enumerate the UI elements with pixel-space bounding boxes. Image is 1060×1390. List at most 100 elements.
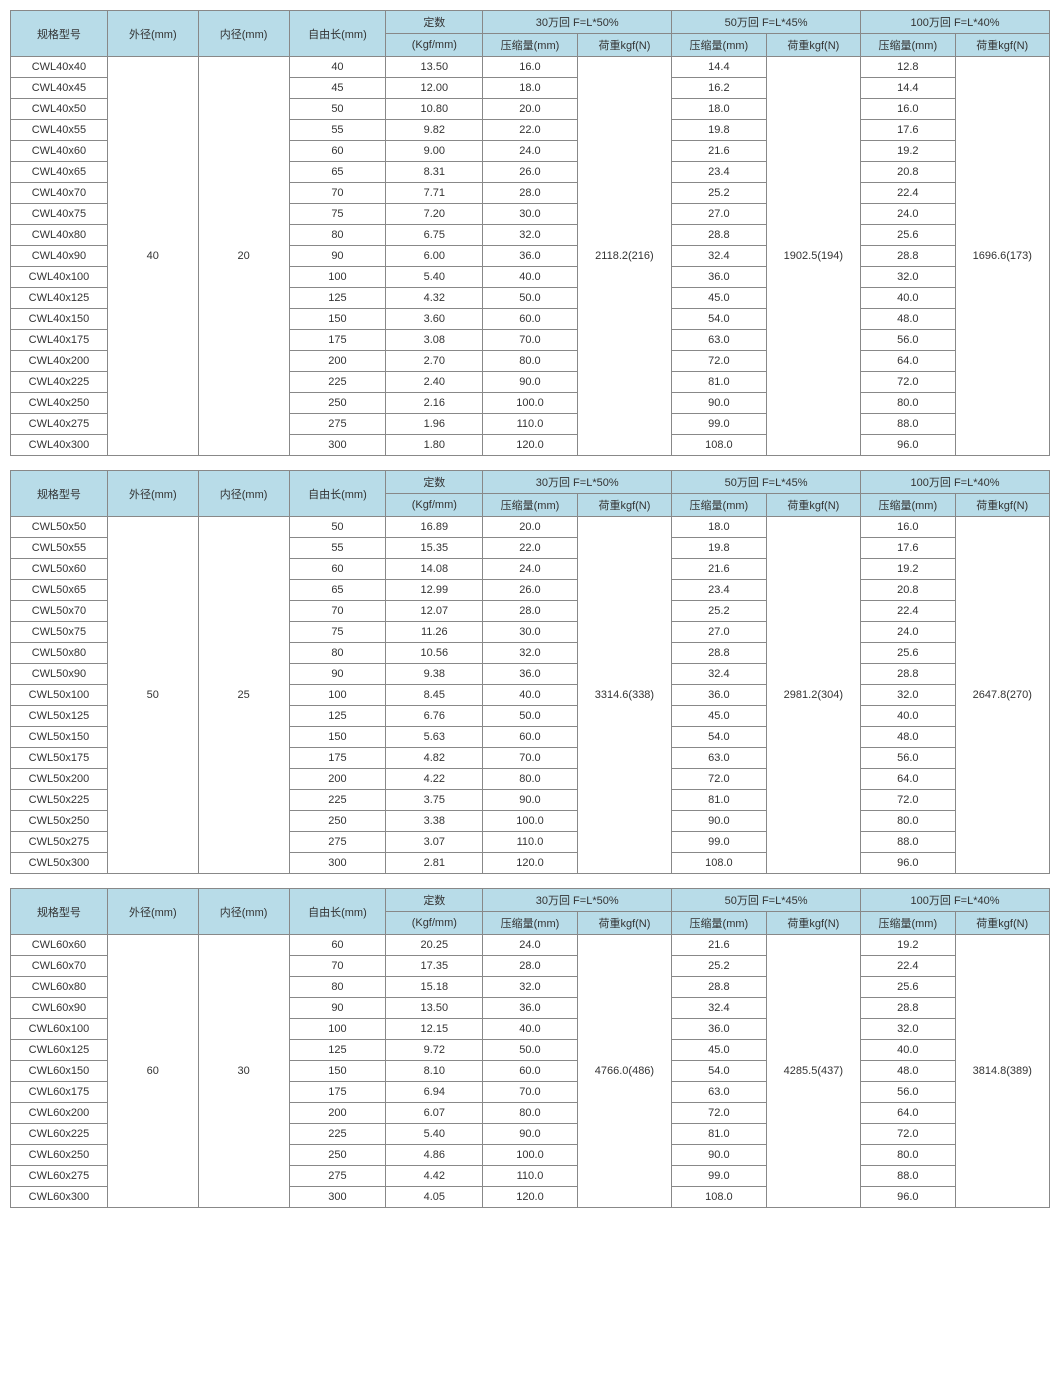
cell-c100: 48.0 [861, 1061, 955, 1082]
cell-c50: 25.2 [672, 183, 766, 204]
cell-c30: 40.0 [483, 685, 577, 706]
cell-c30: 80.0 [483, 1103, 577, 1124]
cell-load50: 1902.5(194) [766, 57, 860, 456]
cell-c30: 110.0 [483, 832, 577, 853]
cell-len: 200 [289, 769, 386, 790]
cell-c100: 19.2 [861, 559, 955, 580]
hdr-comp30: 压缩量(mm) [483, 912, 577, 935]
hdr-g30: 30万回 F=L*50% [483, 471, 672, 494]
cell-model: CWL40x225 [11, 372, 108, 393]
cell-len: 175 [289, 330, 386, 351]
cell-c50: 63.0 [672, 1082, 766, 1103]
cell-c50: 81.0 [672, 1124, 766, 1145]
cell-c30: 120.0 [483, 853, 577, 874]
hdr-id: 内径(mm) [198, 889, 289, 935]
cell-len: 60 [289, 141, 386, 162]
cell-k: 4.82 [386, 748, 483, 769]
cell-c50: 18.0 [672, 99, 766, 120]
cell-c30: 28.0 [483, 956, 577, 977]
cell-c50: 108.0 [672, 853, 766, 874]
hdr-comp50: 压缩量(mm) [672, 34, 766, 57]
cell-c50: 81.0 [672, 372, 766, 393]
cell-k: 4.42 [386, 1166, 483, 1187]
hdr-k-top: 定数 [386, 889, 483, 912]
cell-len: 150 [289, 309, 386, 330]
cell-c30: 36.0 [483, 998, 577, 1019]
cell-c100: 56.0 [861, 1082, 955, 1103]
cell-len: 40 [289, 57, 386, 78]
cell-c30: 80.0 [483, 769, 577, 790]
cell-c30: 28.0 [483, 183, 577, 204]
cell-model: CWL60x90 [11, 998, 108, 1019]
cell-c30: 60.0 [483, 727, 577, 748]
cell-c100: 88.0 [861, 1166, 955, 1187]
spec-table-2: 规格型号外径(mm)内径(mm)自由长(mm)定数30万回 F=L*50%50万… [10, 888, 1050, 1208]
cell-model: CWL50x300 [11, 853, 108, 874]
cell-model: CWL50x50 [11, 517, 108, 538]
cell-c30: 16.0 [483, 57, 577, 78]
cell-c50: 72.0 [672, 769, 766, 790]
cell-load30: 4766.0(486) [577, 935, 671, 1208]
cell-model: CWL40x300 [11, 435, 108, 456]
cell-len: 175 [289, 1082, 386, 1103]
hdr-g100: 100万回 F=L*40% [861, 11, 1050, 34]
cell-c100: 17.6 [861, 538, 955, 559]
cell-len: 300 [289, 853, 386, 874]
cell-c100: 56.0 [861, 330, 955, 351]
cell-k: 8.10 [386, 1061, 483, 1082]
cell-k: 5.63 [386, 727, 483, 748]
hdr-comp100: 压缩量(mm) [861, 34, 955, 57]
cell-k: 6.07 [386, 1103, 483, 1124]
cell-k: 20.25 [386, 935, 483, 956]
cell-model: CWL40x250 [11, 393, 108, 414]
cell-k: 2.40 [386, 372, 483, 393]
hdr-g50: 50万回 F=L*45% [672, 889, 861, 912]
table-row: CWL50x5050255016.8920.03314.6(338)18.029… [11, 517, 1050, 538]
cell-c50: 25.2 [672, 601, 766, 622]
hdr-g30: 30万回 F=L*50% [483, 889, 672, 912]
cell-c100: 56.0 [861, 748, 955, 769]
cell-c100: 80.0 [861, 811, 955, 832]
cell-k: 9.38 [386, 664, 483, 685]
hdr-load50: 荷重kgf(N) [766, 912, 860, 935]
cell-c100: 25.6 [861, 643, 955, 664]
cell-model: CWL60x275 [11, 1166, 108, 1187]
cell-len: 275 [289, 1166, 386, 1187]
cell-model: CWL50x250 [11, 811, 108, 832]
cell-c30: 90.0 [483, 372, 577, 393]
cell-c30: 120.0 [483, 1187, 577, 1208]
hdr-comp30: 压缩量(mm) [483, 494, 577, 517]
cell-k: 13.50 [386, 57, 483, 78]
cell-k: 5.40 [386, 267, 483, 288]
cell-len: 250 [289, 811, 386, 832]
cell-c50: 90.0 [672, 811, 766, 832]
cell-len: 50 [289, 517, 386, 538]
hdr-k-bot: (Kgf/mm) [386, 912, 483, 935]
cell-len: 70 [289, 956, 386, 977]
cell-c30: 20.0 [483, 517, 577, 538]
cell-len: 60 [289, 935, 386, 956]
cell-c50: 72.0 [672, 351, 766, 372]
cell-od: 40 [107, 57, 198, 456]
cell-model: CWL50x225 [11, 790, 108, 811]
cell-model: CWL40x175 [11, 330, 108, 351]
cell-model: CWL40x90 [11, 246, 108, 267]
cell-c30: 100.0 [483, 811, 577, 832]
cell-c50: 99.0 [672, 1166, 766, 1187]
cell-len: 100 [289, 267, 386, 288]
hdr-k-bot: (Kgf/mm) [386, 494, 483, 517]
cell-model: CWL60x300 [11, 1187, 108, 1208]
cell-c100: 80.0 [861, 1145, 955, 1166]
cell-c50: 23.4 [672, 580, 766, 601]
cell-model: CWL60x100 [11, 1019, 108, 1040]
cell-len: 45 [289, 78, 386, 99]
hdr-model: 规格型号 [11, 11, 108, 57]
cell-model: CWL50x100 [11, 685, 108, 706]
cell-c100: 72.0 [861, 790, 955, 811]
cell-c100: 40.0 [861, 706, 955, 727]
cell-c30: 50.0 [483, 1040, 577, 1061]
cell-c50: 19.8 [672, 120, 766, 141]
cell-c30: 30.0 [483, 622, 577, 643]
cell-c100: 96.0 [861, 1187, 955, 1208]
cell-c50: 36.0 [672, 267, 766, 288]
